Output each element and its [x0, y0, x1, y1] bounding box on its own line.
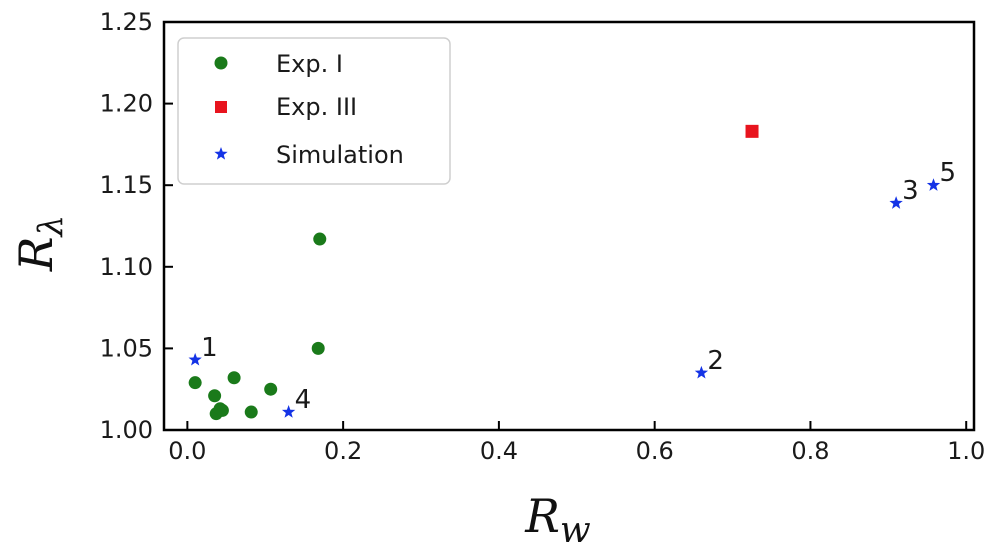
data-point-simulation — [188, 352, 202, 366]
legend-marker-exp-i — [214, 56, 228, 70]
y-tick-label: 1.00 — [100, 416, 153, 444]
point-label: 3 — [902, 176, 919, 206]
legend-box — [177, 37, 451, 185]
x-axis-title-base: R — [524, 489, 560, 543]
x-tick-label: 0.4 — [480, 437, 518, 465]
data-point-exp-i — [208, 389, 222, 403]
point-label: 5 — [940, 158, 957, 188]
data-point-simulation — [281, 405, 296, 418]
data-point-exp-i — [244, 405, 258, 419]
y-tick-label: 1.05 — [100, 334, 153, 362]
x-tick-label: 0.0 — [168, 437, 206, 465]
y-tick-label: 1.25 — [100, 8, 153, 36]
data-point-exp-i — [311, 341, 325, 355]
data-point-exp-i — [313, 232, 327, 246]
y-tick-label: 1.10 — [100, 253, 153, 281]
data-point-exp-i — [227, 371, 241, 385]
plot-area-frame — [162, 20, 976, 432]
y-axis-title: Rλ — [9, 215, 71, 272]
x-tick-label: 0.6 — [636, 437, 674, 465]
legend-label-exp-iii: Exp. III — [276, 93, 357, 121]
y-axis-title-subscript: λ — [31, 215, 71, 239]
point-label: 2 — [707, 346, 724, 376]
point-label: 1 — [201, 333, 218, 363]
ticks-layer: 0.0 0.2 0.4 0.6 0.8 1.0 1.00 1.05 1.10 1.15 1.20 1.… — [100, 8, 986, 465]
x-axis-title-subscript: w — [560, 510, 591, 546]
legend-marker-exp-iii — [215, 101, 227, 113]
legend-label-simulation: Simulation — [276, 141, 404, 169]
data-point-simulation — [926, 178, 941, 191]
y-tick-label: 1.20 — [100, 90, 153, 118]
x-axis-title: Rw — [524, 489, 591, 546]
points-layer: 1 2 3 4 5 — [188, 124, 957, 421]
y-tick-label: 1.15 — [100, 171, 153, 199]
data-point-simulation — [889, 196, 903, 209]
x-tick-label: 1.0 — [947, 437, 985, 465]
data-point-exp-i — [215, 403, 229, 417]
x-tick-label: 0.2 — [324, 437, 362, 465]
x-tick-label: 0.8 — [791, 437, 829, 465]
y-axis-title-base: R — [9, 236, 63, 272]
data-point-exp-i — [188, 376, 202, 390]
data-point-exp-iii — [745, 124, 759, 138]
point-label: 4 — [295, 385, 312, 415]
legend-label-exp-i: Exp. I — [276, 50, 343, 78]
svg-text:Rλ: Rλ — [9, 215, 71, 272]
legend: Exp. I Exp. III Simulation — [177, 37, 451, 185]
data-point-simulation — [694, 365, 709, 379]
data-point-exp-i — [264, 382, 278, 396]
legend-marker-simulation — [214, 147, 228, 160]
